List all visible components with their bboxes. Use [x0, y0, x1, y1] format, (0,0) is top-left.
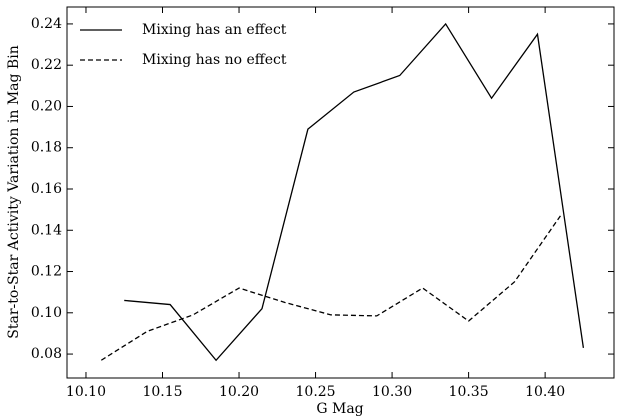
y-tick-label: 0.12: [31, 264, 62, 280]
y-tick-label: 0.20: [31, 98, 62, 114]
y-tick-label: 0.24: [31, 16, 62, 32]
x-tick-label: 10.25: [296, 384, 336, 400]
y-tick-label: 0.18: [31, 140, 62, 156]
y-tick-label: 0.08: [31, 346, 62, 362]
x-axis-label: G Mag: [316, 401, 363, 417]
legend-label: Mixing has no effect: [142, 52, 287, 68]
y-axis-label: Star-to-Star Activity Variation in Mag B…: [6, 45, 22, 338]
y-tick-label: 0.14: [31, 222, 62, 238]
legend-label: Mixing has an effect: [142, 22, 287, 38]
x-tick-label: 10.20: [219, 384, 259, 400]
plot-frame: [66, 6, 615, 379]
y-tick-label: 0.16: [31, 181, 62, 197]
x-tick-label: 10.40: [525, 384, 565, 400]
x-tick-label: 10.35: [449, 384, 489, 400]
data-line: [100, 215, 561, 361]
x-tick-label: 10.15: [142, 384, 182, 400]
data-line: [124, 22, 585, 362]
y-tick-label: 0.10: [31, 305, 62, 321]
x-tick-label: 10.30: [372, 384, 412, 400]
y-tick-label: 0.22: [31, 57, 62, 73]
x-tick-label: 10.10: [66, 384, 106, 400]
